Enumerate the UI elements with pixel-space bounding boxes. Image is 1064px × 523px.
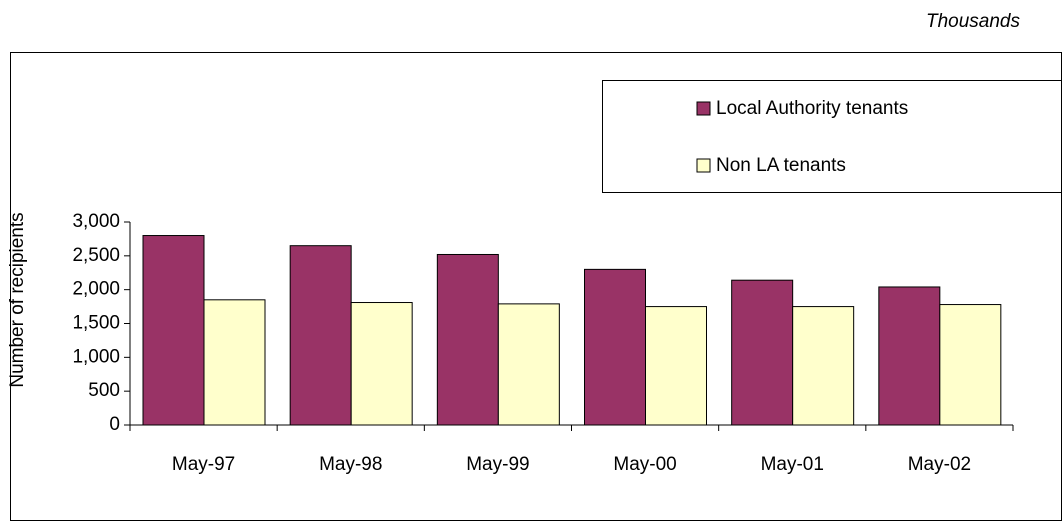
bar [792, 306, 855, 426]
x-tick-label: May-00 [613, 454, 676, 475]
bar [436, 253, 499, 426]
legend-box [602, 80, 1062, 193]
bar [878, 286, 941, 426]
x-tick-label: May-01 [761, 454, 824, 475]
chart-frame [10, 52, 1062, 521]
x-tick-label: May-97 [172, 454, 235, 475]
legend-swatch [696, 158, 711, 173]
y-tick-label: 3,000 [72, 211, 120, 232]
legend-swatch [696, 101, 711, 116]
y-tick-label: 0 [109, 414, 120, 435]
bar [350, 302, 413, 426]
bar [203, 299, 266, 426]
bar [142, 235, 205, 426]
bar [584, 268, 646, 426]
x-tick-label: May-98 [319, 454, 382, 475]
legend-label: Non LA tenants [716, 155, 846, 176]
y-tick-label: 2,000 [72, 279, 120, 300]
x-tick-label: May-02 [908, 454, 971, 475]
bar [731, 279, 794, 426]
bar [497, 303, 560, 426]
y-tick-label: 1,000 [72, 346, 120, 367]
unit-note: Thousands [926, 11, 1021, 32]
y-tick-label: 500 [88, 380, 120, 401]
y-axis-label: Number of recipients [7, 212, 28, 387]
bar [645, 306, 707, 426]
legend-label: Local Authority tenants [716, 98, 908, 119]
bar [939, 304, 1002, 426]
x-tick-label: May-99 [466, 454, 529, 475]
y-tick-label: 2,500 [72, 245, 120, 266]
bar [289, 245, 352, 426]
y-tick-label: 1,500 [72, 313, 120, 334]
